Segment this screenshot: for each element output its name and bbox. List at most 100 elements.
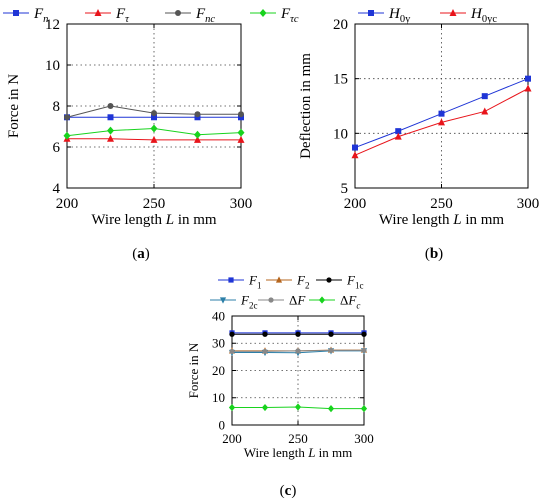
legend-label-symbol: F (296, 272, 306, 287)
legend-item: F1c (316, 272, 364, 290)
data-point (351, 151, 359, 159)
x-axis-label-unit: in mm (174, 212, 217, 228)
legend-label-subscript: τ (125, 14, 130, 25)
legend-marker (318, 296, 326, 304)
legend-label: Fτ (115, 6, 130, 25)
data-point (194, 135, 201, 143)
legend-label: Fn (33, 6, 48, 25)
legend-label-symbol: F (280, 6, 291, 22)
legend-label: ΔF (289, 292, 306, 307)
data-point (229, 331, 235, 337)
legend-label: F1 (248, 272, 262, 290)
data-point (107, 103, 114, 109)
legend-marker (13, 10, 19, 16)
x-axis-label-variable: L (165, 212, 174, 228)
data-point (228, 403, 236, 412)
legend-label-delta: Δ (289, 292, 297, 307)
y-tick-label: 0 (219, 417, 226, 432)
data-point (294, 403, 302, 411)
data-point (262, 331, 268, 337)
data-point (262, 348, 268, 355)
legend-marker (275, 276, 283, 283)
legend-item: F2 (266, 272, 310, 290)
x-axis-label-text: Wire length (91, 212, 165, 228)
data-point (438, 110, 445, 117)
y-tick-label: 10 (333, 126, 348, 142)
legend-label-subscript: 0y (400, 14, 411, 25)
y-axis-label: Deflection in mm (298, 53, 314, 159)
chart-panel-1: 5 10 15 20 200 250 300 Wire length L in mm Defle… (298, 6, 539, 262)
data-point (238, 114, 244, 121)
y-tick-label: 4 (53, 181, 61, 197)
data-point (151, 114, 157, 121)
legend-item: H0yc (440, 6, 497, 25)
y-tick-label: 15 (333, 72, 348, 88)
data-point (150, 135, 158, 143)
legend-marker (228, 277, 234, 283)
legend-label-symbol: F (296, 292, 306, 307)
legend-label-symbol: F (33, 6, 44, 22)
x-axis-label: Wire length L in mm (379, 212, 505, 228)
y-tick-label: 30 (212, 336, 225, 351)
data-point (361, 347, 367, 353)
caption-paren: ) (291, 483, 296, 499)
data-point (352, 144, 358, 151)
caption-letter: a (137, 246, 145, 262)
data-point (295, 331, 301, 337)
data-point (328, 347, 334, 353)
x-axis-label-variable: L (307, 445, 315, 460)
data-point (524, 84, 532, 92)
y-tick-label: 8 (53, 99, 61, 115)
legend-item: Fτ (85, 6, 130, 25)
legend-label: ΔFc (340, 292, 360, 310)
data-point (394, 132, 402, 140)
y-tick-label: 40 (212, 308, 225, 323)
legend-label-subscript: 1c (355, 280, 364, 290)
legend-label: Fτc (280, 6, 299, 25)
y-tick-label: 5 (341, 181, 349, 197)
x-tick-label: 300 (230, 196, 253, 212)
y-tick-label: 20 (333, 17, 348, 33)
legend-label: Fnc (195, 6, 215, 25)
y-tick-label: 12 (45, 17, 60, 33)
legend-marker (259, 9, 267, 17)
legend-label: F1c (346, 272, 364, 290)
data-point (438, 118, 445, 126)
x-tick-label: 250 (288, 431, 308, 446)
data-point (237, 128, 245, 137)
x-tick-label: 300 (354, 431, 374, 446)
legend-label: H0y (388, 6, 411, 25)
data-point (481, 107, 489, 115)
x-axis-label: Wire length L in mm (91, 212, 217, 228)
legend-label-symbol: F (115, 6, 126, 22)
x-axis-label-text: Wire length (244, 445, 308, 460)
data-point (360, 405, 368, 413)
caption-letter: b (430, 246, 438, 262)
legend-item: F1 (218, 272, 262, 290)
legend-label-subscript: 1 (257, 280, 262, 290)
data-point (328, 331, 334, 337)
caption-paren: ) (438, 246, 443, 262)
panel-caption: (a) (132, 246, 150, 262)
chart-panel-0: 4 6 8 10 12 200 250 300 Wire length L in mm Force… (3, 6, 299, 262)
x-axis-label-variable: L (452, 212, 461, 228)
legend-label-subscript: nc (205, 14, 215, 25)
legend-label-delta: Δ (340, 292, 348, 307)
data-point (64, 114, 70, 121)
x-tick-label: 250 (143, 196, 166, 212)
data-point (481, 93, 488, 100)
legend-label-symbol: F (240, 292, 250, 307)
data-point (237, 135, 245, 143)
caption-paren: ) (145, 246, 150, 262)
data-point (229, 348, 235, 355)
legend-label-subscript: 2c (249, 300, 258, 310)
data-point (525, 75, 531, 82)
legend-label-subscript: c (356, 300, 360, 310)
data-point (150, 124, 158, 133)
legend-item: ΔF (258, 292, 306, 307)
data-point (238, 111, 244, 118)
data-point (63, 131, 71, 140)
x-tick-label: 200 (222, 431, 242, 446)
legend-label-subscript: 0yc (482, 14, 498, 25)
